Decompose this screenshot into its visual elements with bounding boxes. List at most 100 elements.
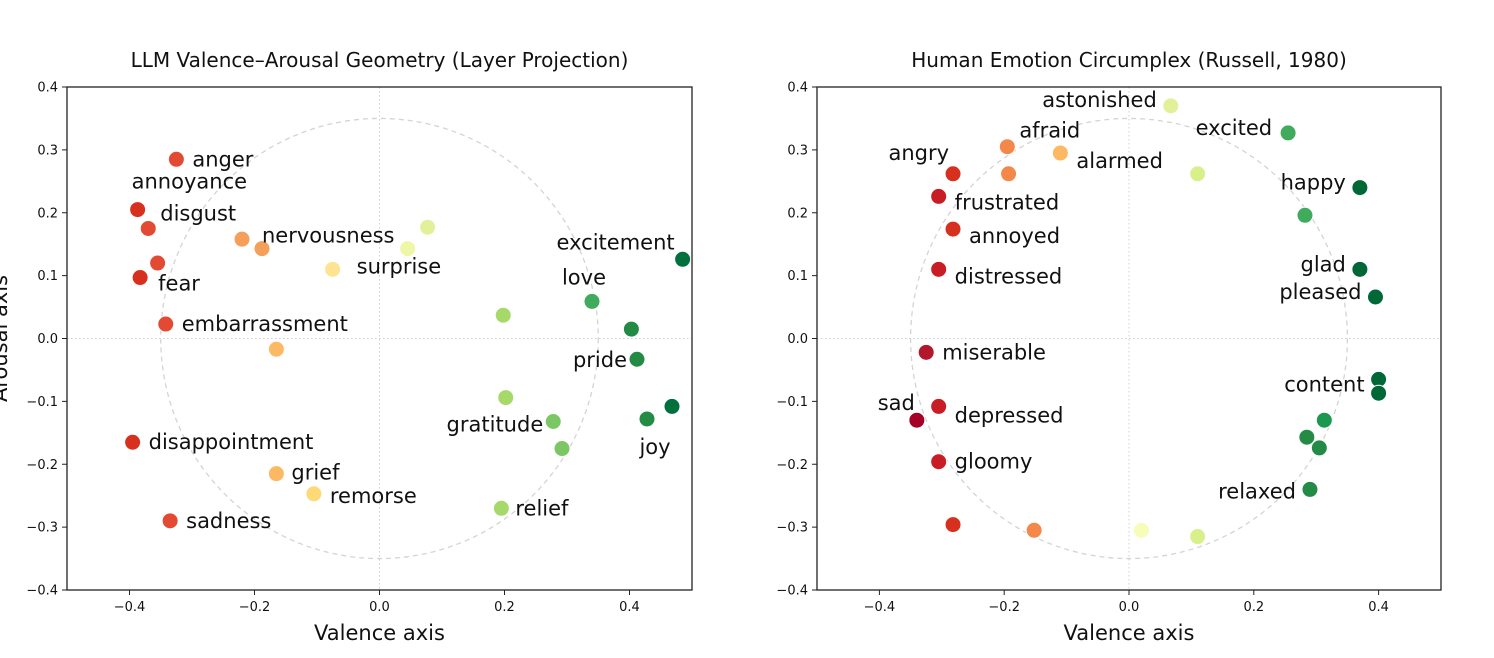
point-love xyxy=(583,292,601,310)
point xyxy=(663,397,681,415)
label-relaxed: relaxed xyxy=(1218,479,1296,503)
point xyxy=(1189,165,1207,183)
point-happy xyxy=(1351,179,1369,197)
point-gloomy xyxy=(930,453,948,471)
y-tick-label: −0.2 xyxy=(776,458,808,473)
x-axis-label: Valence axis xyxy=(1064,621,1195,645)
point-excited xyxy=(1279,124,1297,142)
label-sad: sad xyxy=(878,391,915,415)
y-tick-label: 0.3 xyxy=(37,143,58,158)
point-annoyance xyxy=(129,201,147,219)
point xyxy=(1310,439,1328,457)
label-excited: excited xyxy=(1196,116,1272,140)
point-relief xyxy=(492,499,510,517)
label-embarrassment: embarrassment xyxy=(182,312,348,336)
point-excitement xyxy=(674,250,692,268)
label-grief: grief xyxy=(291,461,340,485)
point-anger xyxy=(167,150,185,168)
point xyxy=(267,340,285,358)
point-annoyed xyxy=(944,220,962,238)
label-joy: joy xyxy=(638,435,670,459)
point xyxy=(622,320,640,338)
label-distressed: distressed xyxy=(955,264,1063,288)
point xyxy=(1132,521,1150,539)
point-distressed xyxy=(930,260,948,278)
chart-title: LLM Valence–Arousal Geometry (Layer Proj… xyxy=(131,48,629,72)
point xyxy=(1296,206,1314,224)
point xyxy=(1189,528,1207,546)
point xyxy=(944,516,962,534)
human-emotion-circumplex-chart: Human Emotion Circumplex (Russell, 1980)… xyxy=(776,48,1442,645)
label-remorse: remorse xyxy=(330,484,417,508)
y-tick-label: 0.4 xyxy=(37,81,58,96)
chart-title: Human Emotion Circumplex (Russell, 1980) xyxy=(911,48,1347,72)
x-tick-label: −0.4 xyxy=(864,600,896,615)
y-axis-label: Arousal axis xyxy=(0,275,12,402)
x-tick-label: 0.0 xyxy=(1119,600,1140,615)
point-disgust xyxy=(139,219,157,237)
reference-circle xyxy=(909,117,1349,560)
point-astonished xyxy=(1162,97,1180,115)
label-content: content xyxy=(1284,372,1364,396)
label-nervousness: nervousness xyxy=(262,224,395,248)
point xyxy=(1025,521,1043,539)
y-tick-label: 0.2 xyxy=(787,206,808,221)
x-tick-label: −0.4 xyxy=(114,600,146,615)
point-alarmed xyxy=(1051,144,1069,162)
point xyxy=(1000,165,1018,183)
y-tick-label: 0.2 xyxy=(37,206,58,221)
point-nervousness xyxy=(253,240,271,258)
label-alarmed: alarmed xyxy=(1076,149,1163,173)
point xyxy=(494,306,512,324)
label-pride: pride xyxy=(573,348,627,372)
label-fear: fear xyxy=(158,272,200,296)
point-glad xyxy=(1351,260,1369,278)
point-remorse xyxy=(305,485,323,503)
point-sadness xyxy=(161,512,179,530)
point xyxy=(419,218,437,236)
point-sad xyxy=(908,411,926,429)
label-gratitude: gratitude xyxy=(447,412,544,436)
label-pleased: pleased xyxy=(1279,280,1361,304)
point xyxy=(233,230,251,248)
point-gratitude xyxy=(544,412,562,430)
y-tick-label: −0.3 xyxy=(776,521,808,536)
llm-valence-arousal-chart: LLM Valence–Arousal Geometry (Layer Proj… xyxy=(0,48,693,645)
label-depressed: depressed xyxy=(955,403,1064,427)
y-tick-label: −0.1 xyxy=(776,395,808,410)
y-tick-label: 0.1 xyxy=(37,269,58,284)
y-tick-label: 0.1 xyxy=(787,269,808,284)
label-glad: glad xyxy=(1301,252,1346,276)
x-tick-label: −0.2 xyxy=(239,600,271,615)
point-embarrassment xyxy=(157,315,175,333)
label-sadness: sadness xyxy=(186,509,271,533)
y-tick-label: 0.0 xyxy=(37,332,58,347)
point-angry xyxy=(944,165,962,183)
point-joy xyxy=(638,410,656,428)
point xyxy=(497,389,515,407)
x-axis-label: Valence axis xyxy=(314,621,445,645)
label-afraid: afraid xyxy=(1019,119,1080,143)
point-disappointment xyxy=(124,433,142,451)
point xyxy=(1315,411,1333,429)
label-anger: anger xyxy=(192,147,253,171)
point-miserable xyxy=(917,343,935,361)
label-angry: angry xyxy=(888,141,949,165)
label-astonished: astonished xyxy=(1042,88,1157,112)
y-tick-label: 0.4 xyxy=(787,81,808,96)
y-tick-label: −0.4 xyxy=(776,584,808,599)
point-frustrated xyxy=(930,187,948,205)
x-tick-label: 0.2 xyxy=(1243,600,1264,615)
reference-circle xyxy=(160,117,599,560)
label-frustrated: frustrated xyxy=(955,190,1059,214)
point-grief xyxy=(267,465,285,483)
point-surprise xyxy=(324,260,342,278)
point xyxy=(553,440,571,458)
point-fear xyxy=(131,269,149,287)
x-tick-label: 0.4 xyxy=(1368,600,1389,615)
point-pride xyxy=(628,350,646,368)
x-tick-label: 0.0 xyxy=(369,600,390,615)
x-tick-label: 0.2 xyxy=(494,600,515,615)
label-happy: happy xyxy=(1281,171,1346,195)
